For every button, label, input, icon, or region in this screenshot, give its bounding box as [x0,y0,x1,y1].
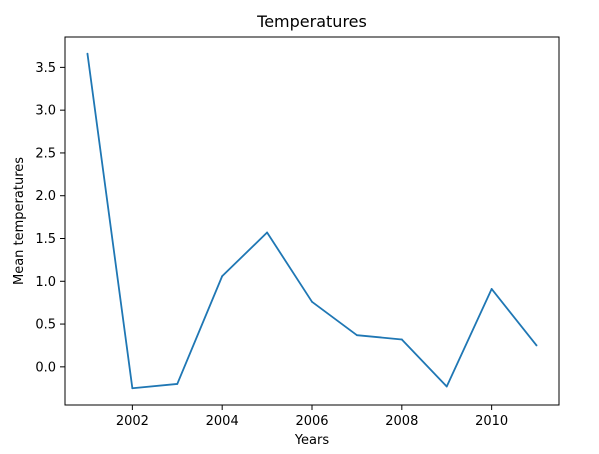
data-point-2007 [356,334,358,337]
data-point-2008 [400,338,403,341]
plot-frame [64,36,560,406]
data-point-2010 [490,288,493,290]
x-axis-label: Years [294,433,330,448]
chart-title: Temperatures [256,12,367,31]
y-tick-label-2: 1.0 [35,275,56,290]
x-tick-label-2010: 2010 [475,414,508,429]
series-line-0 [86,53,538,390]
x-axis: 2002 2004 2006 2008 2010 [116,405,508,429]
data-point-2006 [311,300,313,303]
data-point-2002 [131,387,134,390]
data-point-2011 [535,344,538,347]
data-point-2005 [266,231,268,234]
y-tick-label-5: 2.5 [35,146,56,161]
y-tick-label-4: 2.0 [35,189,56,204]
x-tick-label-2008: 2008 [385,414,418,429]
y-tick-label-1: 0.5 [35,318,56,333]
data-point-2001 [86,52,89,55]
x-tick-label-2006: 2006 [295,414,328,429]
y-tick-label-7: 3.5 [35,61,56,76]
y-axis-label: Mean temperatures [12,157,27,285]
x-tick-label-2002: 2002 [116,414,149,429]
data-point-2009 [445,385,448,388]
y-tick-label-3: 1.5 [35,232,56,247]
data-point-2003 [176,383,179,385]
y-tick-label-6: 3.0 [35,104,56,119]
x-tick-label-2004: 2004 [206,414,239,429]
series-layer [86,52,538,390]
data-point-2004 [221,275,224,278]
y-tick-label-0: 0.0 [35,360,56,375]
y-axis: 0.0 0.5 1.0 1.5 2.0 2.5 3.0 3.5 [35,61,65,375]
